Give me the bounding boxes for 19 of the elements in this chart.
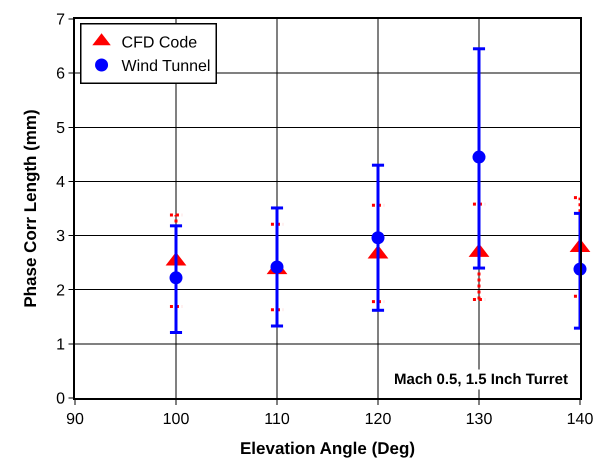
y-tick-label: 1 xyxy=(56,336,66,354)
y-tick-label: 4 xyxy=(56,174,66,192)
y-tick-label: 6 xyxy=(56,66,66,83)
x-tick-label: 130 xyxy=(466,410,492,428)
x-tick-label: 90 xyxy=(66,410,84,428)
annotation: Mach 0.5, 1.5 Inch Turret xyxy=(394,371,568,388)
y-tick-label: 5 xyxy=(56,120,66,137)
x-axis-title: Elevation Angle (Deg) xyxy=(240,438,416,458)
legend-label: Wind Tunnel xyxy=(122,58,210,76)
y-tick-label: 7 xyxy=(56,12,66,29)
x-tick-label: 100 xyxy=(162,410,190,428)
y-axis-title: Phase Corr Length (mm) xyxy=(21,109,40,308)
x-tick-label: 110 xyxy=(264,410,290,428)
y-tick-label: 2 xyxy=(56,282,66,300)
x-tick-label: 120 xyxy=(364,410,392,428)
legend-label: CFD Code xyxy=(122,34,198,52)
y-tick-label: 0 xyxy=(56,390,66,408)
x-tick-label: 140 xyxy=(566,410,594,428)
y-tick-label: 3 xyxy=(56,228,66,246)
